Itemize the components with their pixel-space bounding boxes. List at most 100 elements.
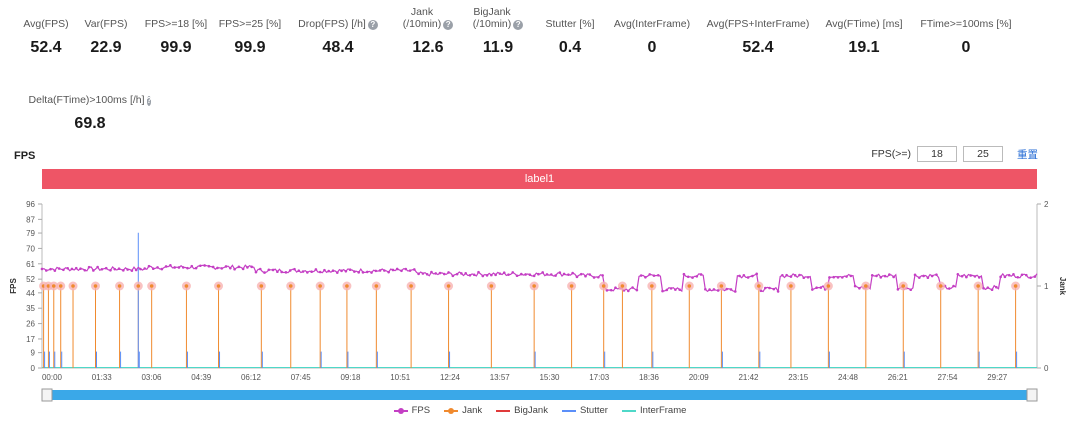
slider-handle-right[interactable] [1026,388,1038,402]
fps-point [669,287,673,290]
stat-6: BigJank (/10min)? 11.9 [438,4,558,57]
jank-marker [489,284,494,288]
fps-point [109,268,112,272]
fps-point [314,268,318,271]
threshold-low-input[interactable]: 18 [917,146,957,162]
legend-swatch [444,407,459,414]
fps-point [263,271,266,274]
fps-point [716,289,720,292]
fps-point [306,271,309,274]
fps-point [575,275,579,279]
fps-point [404,267,408,271]
fps-point [126,268,129,271]
jank-marker [117,284,122,288]
stat-5: Jank (/10min)? 12.6 [368,4,488,57]
legend-item-interframe[interactable]: InterFrame [621,405,686,416]
fps-point [995,285,998,289]
fps-point [421,272,425,275]
fps-point [301,270,305,273]
fps-point [297,269,301,272]
y-tick-label: 87 [26,215,35,224]
legend-item-jank[interactable]: Jank [444,405,482,416]
stat-label-text: Drop(FPS) [/h] [298,18,366,30]
threshold-high-input[interactable]: 25 [963,146,1003,162]
fps-point [485,274,489,277]
fps-point [113,267,117,271]
help-icon[interactable]: ? [367,20,378,30]
jank-marker [650,284,654,288]
fps-point [199,264,202,268]
stat-label-text: Delta(FTime)>100ms [/h] [28,94,145,106]
legend-swatch [621,409,636,412]
fps-point [502,271,506,274]
fps-point [408,269,412,272]
fps-point [143,267,147,270]
legend-item-stutter[interactable]: Stutter [561,405,608,416]
fps-point [79,267,82,270]
stat-label: Drop(FPS) [/h]? [278,4,398,30]
stat-value: 52.4 [742,39,774,56]
fps-point [562,272,566,276]
help-icon[interactable]: ? [443,20,454,30]
stat-label: FTime>=100ms [%] [906,4,1026,30]
fps-point [853,284,857,288]
fps-point [288,269,292,272]
legend-item-bigjank[interactable]: BigJank [496,405,548,416]
stat-9: Avg(FPS+InterFrame) 52.4 [698,4,818,57]
jank-marker [288,284,293,288]
fps-point [57,267,61,270]
fps-point [567,273,570,276]
y-right-tick-label: 2 [1044,200,1049,209]
fps-point [990,288,994,292]
label-band[interactable]: label1 [42,169,1037,189]
stat-label: FPS>=18 [%] [116,4,236,30]
jank-marker [789,284,793,288]
slider-handle-left[interactable] [41,388,53,402]
x-tick-label: 13:57 [490,373,511,382]
stat-value: 69.8 [74,115,106,132]
jank-marker [136,284,141,288]
help-icon[interactable]: ? [513,20,524,30]
fps-chart[interactable]: 0 9 17 26 35 44 52 61 70 79 87 96 0 1 2 FPS Jank 00:00 01:… [0,195,1080,405]
fps-point [216,266,219,270]
x-tick-label: 01:33 [92,373,113,382]
fps-point [1029,276,1032,280]
fps-point [883,274,887,278]
fps-point [601,274,604,277]
fps-point [960,274,964,278]
help-icon[interactable]: ? [146,96,152,106]
fps-point [682,272,686,276]
y-tick-label: 26 [26,320,35,329]
jank-marker [687,284,692,288]
fps-point [751,274,754,278]
y-tick-label: 79 [26,229,35,238]
chart-legend: FPS Jank BigJank Stutter InterFrame [0,405,1080,416]
x-tick-label: 06:12 [241,373,262,382]
x-tick-label: 23:15 [788,373,809,382]
fps-point [840,276,844,279]
fps-point [528,273,532,277]
jank-marker [826,284,831,288]
stat-label: Avg(FPS) [0,4,106,30]
fps-point [888,273,891,276]
stat-11: FTime>=100ms [%] 0 [906,4,1026,57]
fps-point [1020,273,1024,277]
fps-point [151,267,155,271]
fps-point [691,276,694,279]
threshold-label: FPS(>=) [871,148,911,160]
stat-3: FPS>=25 [%] 99.9 [190,4,310,57]
x-tick-label: 00:00 [42,373,63,382]
fps-point [926,276,930,280]
fps-point [233,267,236,271]
fps-point [558,271,562,274]
fps-point [147,264,151,268]
stat-label-text: FTime>=100ms [%] [920,18,1012,30]
legend-item-fps[interactable]: FPS [393,405,431,416]
fps-point [772,287,776,291]
fps-point [725,287,729,291]
jank-marker [1013,284,1018,288]
fps-point [806,275,810,279]
legend-label: FPS [411,405,431,416]
reset-link[interactable]: 重置 [1017,148,1038,161]
fps-point [117,267,121,271]
